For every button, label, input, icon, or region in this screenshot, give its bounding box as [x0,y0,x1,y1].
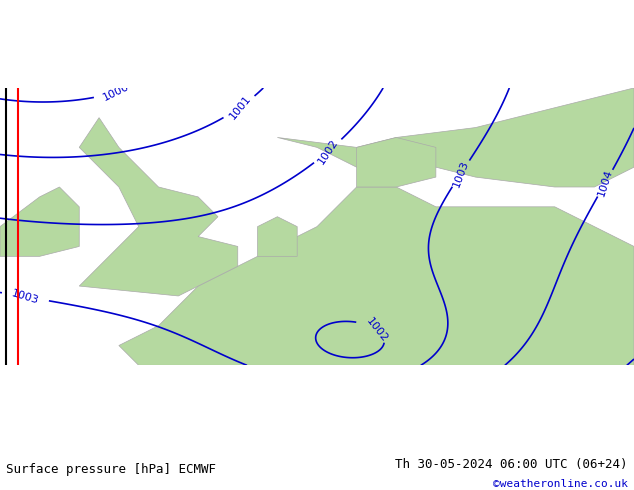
Text: 1003: 1003 [11,288,41,306]
Polygon shape [356,138,436,187]
Polygon shape [278,88,634,187]
Text: 1001: 1001 [227,93,253,121]
Text: 1000: 1000 [102,81,131,103]
Polygon shape [0,187,79,256]
Text: 1003: 1003 [451,159,470,189]
Text: Surface pressure [hPa] ECMWF: Surface pressure [hPa] ECMWF [6,463,216,476]
Text: Th 30-05-2024 06:00 UTC (06+24): Th 30-05-2024 06:00 UTC (06+24) [395,458,628,471]
Text: 1002: 1002 [316,137,340,166]
Polygon shape [119,187,634,366]
Text: ©weatheronline.co.uk: ©weatheronline.co.uk [493,480,628,490]
Text: 1002: 1002 [364,316,389,344]
Polygon shape [79,118,238,296]
Text: 1004: 1004 [596,168,614,198]
Polygon shape [257,217,297,256]
